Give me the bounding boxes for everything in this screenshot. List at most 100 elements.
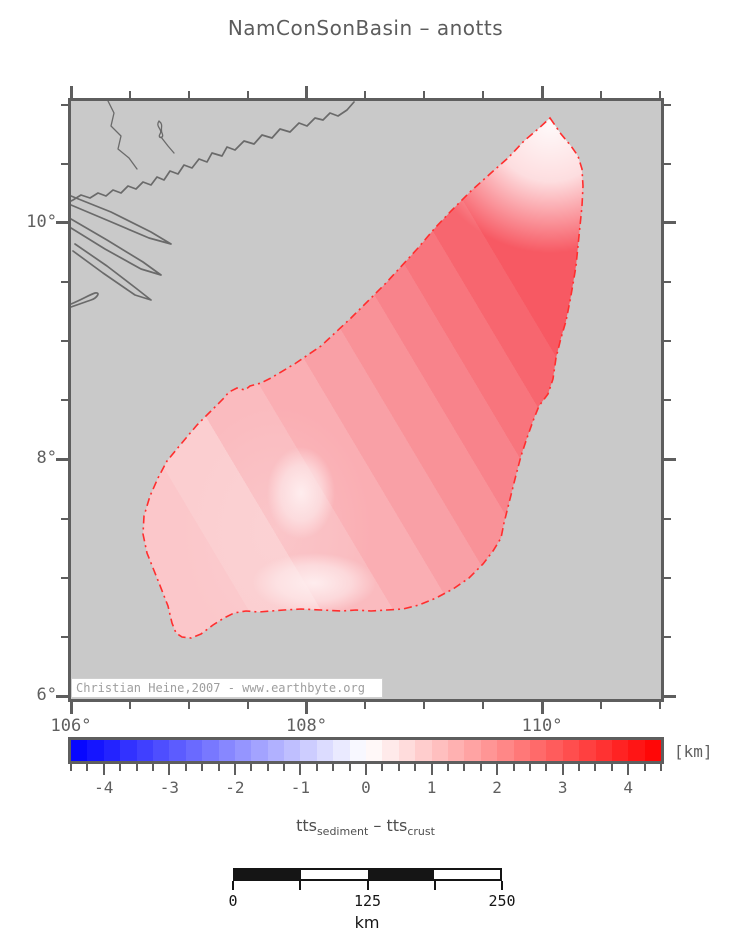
colorbar-block — [300, 740, 317, 761]
lat-tick — [664, 280, 671, 283]
lon-tick — [482, 702, 485, 709]
colorbar-tick — [86, 764, 89, 771]
colorbar-tick — [463, 764, 466, 771]
lon-axis-label: 108° — [286, 716, 327, 736]
colorbar-tick — [332, 764, 335, 771]
lon-tick — [305, 702, 309, 714]
colorbar-block — [628, 740, 645, 761]
plot-title: NamConSonBasin – anotts — [227, 16, 504, 40]
map-frame — [68, 98, 664, 702]
lat-axis-label: 10° — [26, 211, 57, 232]
basin-outline — [142, 116, 584, 639]
scale-bar-segment — [367, 870, 434, 879]
lon-tick — [658, 91, 661, 98]
colorbar-block — [71, 740, 88, 761]
colorbar-tick — [561, 764, 564, 775]
colorbar-block — [464, 740, 481, 761]
lat-tick — [61, 635, 68, 638]
colorbar-block — [366, 740, 383, 761]
scale-bar-tick — [366, 881, 369, 890]
lon-tick — [599, 702, 602, 709]
colorbar-tick — [496, 764, 499, 775]
colorbar-tick — [479, 764, 482, 771]
colorbar-block — [267, 740, 285, 761]
colorbar-block — [431, 740, 448, 761]
lat-tick — [61, 399, 68, 402]
coastline — [71, 101, 355, 308]
colorbar-tick — [266, 764, 269, 771]
colorbar-block — [202, 740, 219, 761]
colorbar-tick — [233, 764, 236, 775]
colorbar-block — [579, 740, 596, 761]
map-canvas — [71, 101, 584, 639]
scale-bar-tick — [299, 881, 302, 890]
lon-tick — [482, 91, 485, 98]
colorbar-tick — [70, 764, 72, 771]
colorbar-tick-label: 3 — [557, 778, 568, 797]
colorbar-block — [87, 740, 104, 761]
lat-tick — [61, 280, 68, 283]
lat-tick — [664, 576, 671, 579]
lat-tick — [664, 340, 671, 343]
lon-tick — [540, 86, 544, 98]
colorbar-tick — [151, 764, 154, 771]
colorbar-block — [562, 740, 580, 761]
colorbar-block — [415, 740, 432, 761]
lon-tick — [69, 702, 73, 714]
colorbar-block — [644, 740, 662, 761]
colorbar-block — [251, 740, 268, 761]
scale-bar-tick — [433, 881, 436, 890]
colorbar-tick — [102, 764, 105, 775]
colorbar-block — [169, 740, 186, 761]
colorbar — [68, 737, 664, 764]
colorbar-tick-label: 0 — [361, 778, 371, 797]
colorbar-block — [333, 740, 350, 761]
colorbar-tick — [512, 764, 515, 771]
colorbar-tick — [283, 764, 286, 771]
colorbar-block — [284, 740, 301, 761]
colorbar-tick — [348, 764, 351, 771]
lon-tick — [246, 91, 249, 98]
lon-tick — [364, 702, 367, 709]
colorbar-tick-label: -2 — [225, 778, 245, 797]
colorbar-block — [349, 740, 367, 761]
lat-tick — [664, 103, 671, 106]
colorbar-block — [480, 740, 498, 761]
colorbar-tick-label: -3 — [159, 778, 179, 797]
colorbar-tick — [201, 764, 204, 771]
lon-tick — [128, 91, 131, 98]
colorbar-block — [120, 740, 137, 761]
lat-tick — [664, 221, 676, 225]
scale-bar-tick — [501, 881, 503, 890]
basin-region — [143, 118, 583, 638]
colorbar-block — [611, 740, 629, 761]
colorbar-tick — [184, 764, 187, 771]
lat-tick — [61, 517, 68, 520]
lon-tick — [540, 702, 544, 714]
lat-tick — [56, 221, 68, 225]
colorbar-tick-label: 4 — [623, 778, 634, 797]
scale-bar-label: 125 — [353, 892, 382, 910]
lat-tick — [664, 457, 676, 461]
lon-axis-label: 110° — [521, 716, 563, 736]
scale-bar-unit: km — [354, 913, 380, 932]
colorbar-caption: ttssediment – ttscrust — [0, 816, 731, 838]
attribution: Christian Heine,2007 - www.earthbyte.org — [71, 678, 383, 698]
caption-term1-sub: sediment — [316, 825, 369, 839]
caption-operator: – — [368, 816, 387, 835]
colorbar-block — [497, 740, 514, 761]
colorbar-tick — [430, 764, 433, 775]
scale-bar-label: 250 — [488, 892, 516, 910]
colorbar-block — [316, 740, 334, 761]
colorbar-tick — [610, 764, 613, 771]
colorbar-block — [136, 740, 153, 761]
scale-bar-segment — [301, 870, 368, 879]
colorbar-block — [103, 740, 121, 761]
lon-tick — [423, 91, 426, 98]
scale-bar-segment — [235, 870, 302, 879]
colorbar-tick — [250, 764, 253, 771]
lon-tick — [246, 702, 249, 709]
caption-term2-sub: crust — [407, 825, 435, 839]
colorbar-tick — [446, 764, 449, 771]
lat-tick — [56, 457, 68, 461]
